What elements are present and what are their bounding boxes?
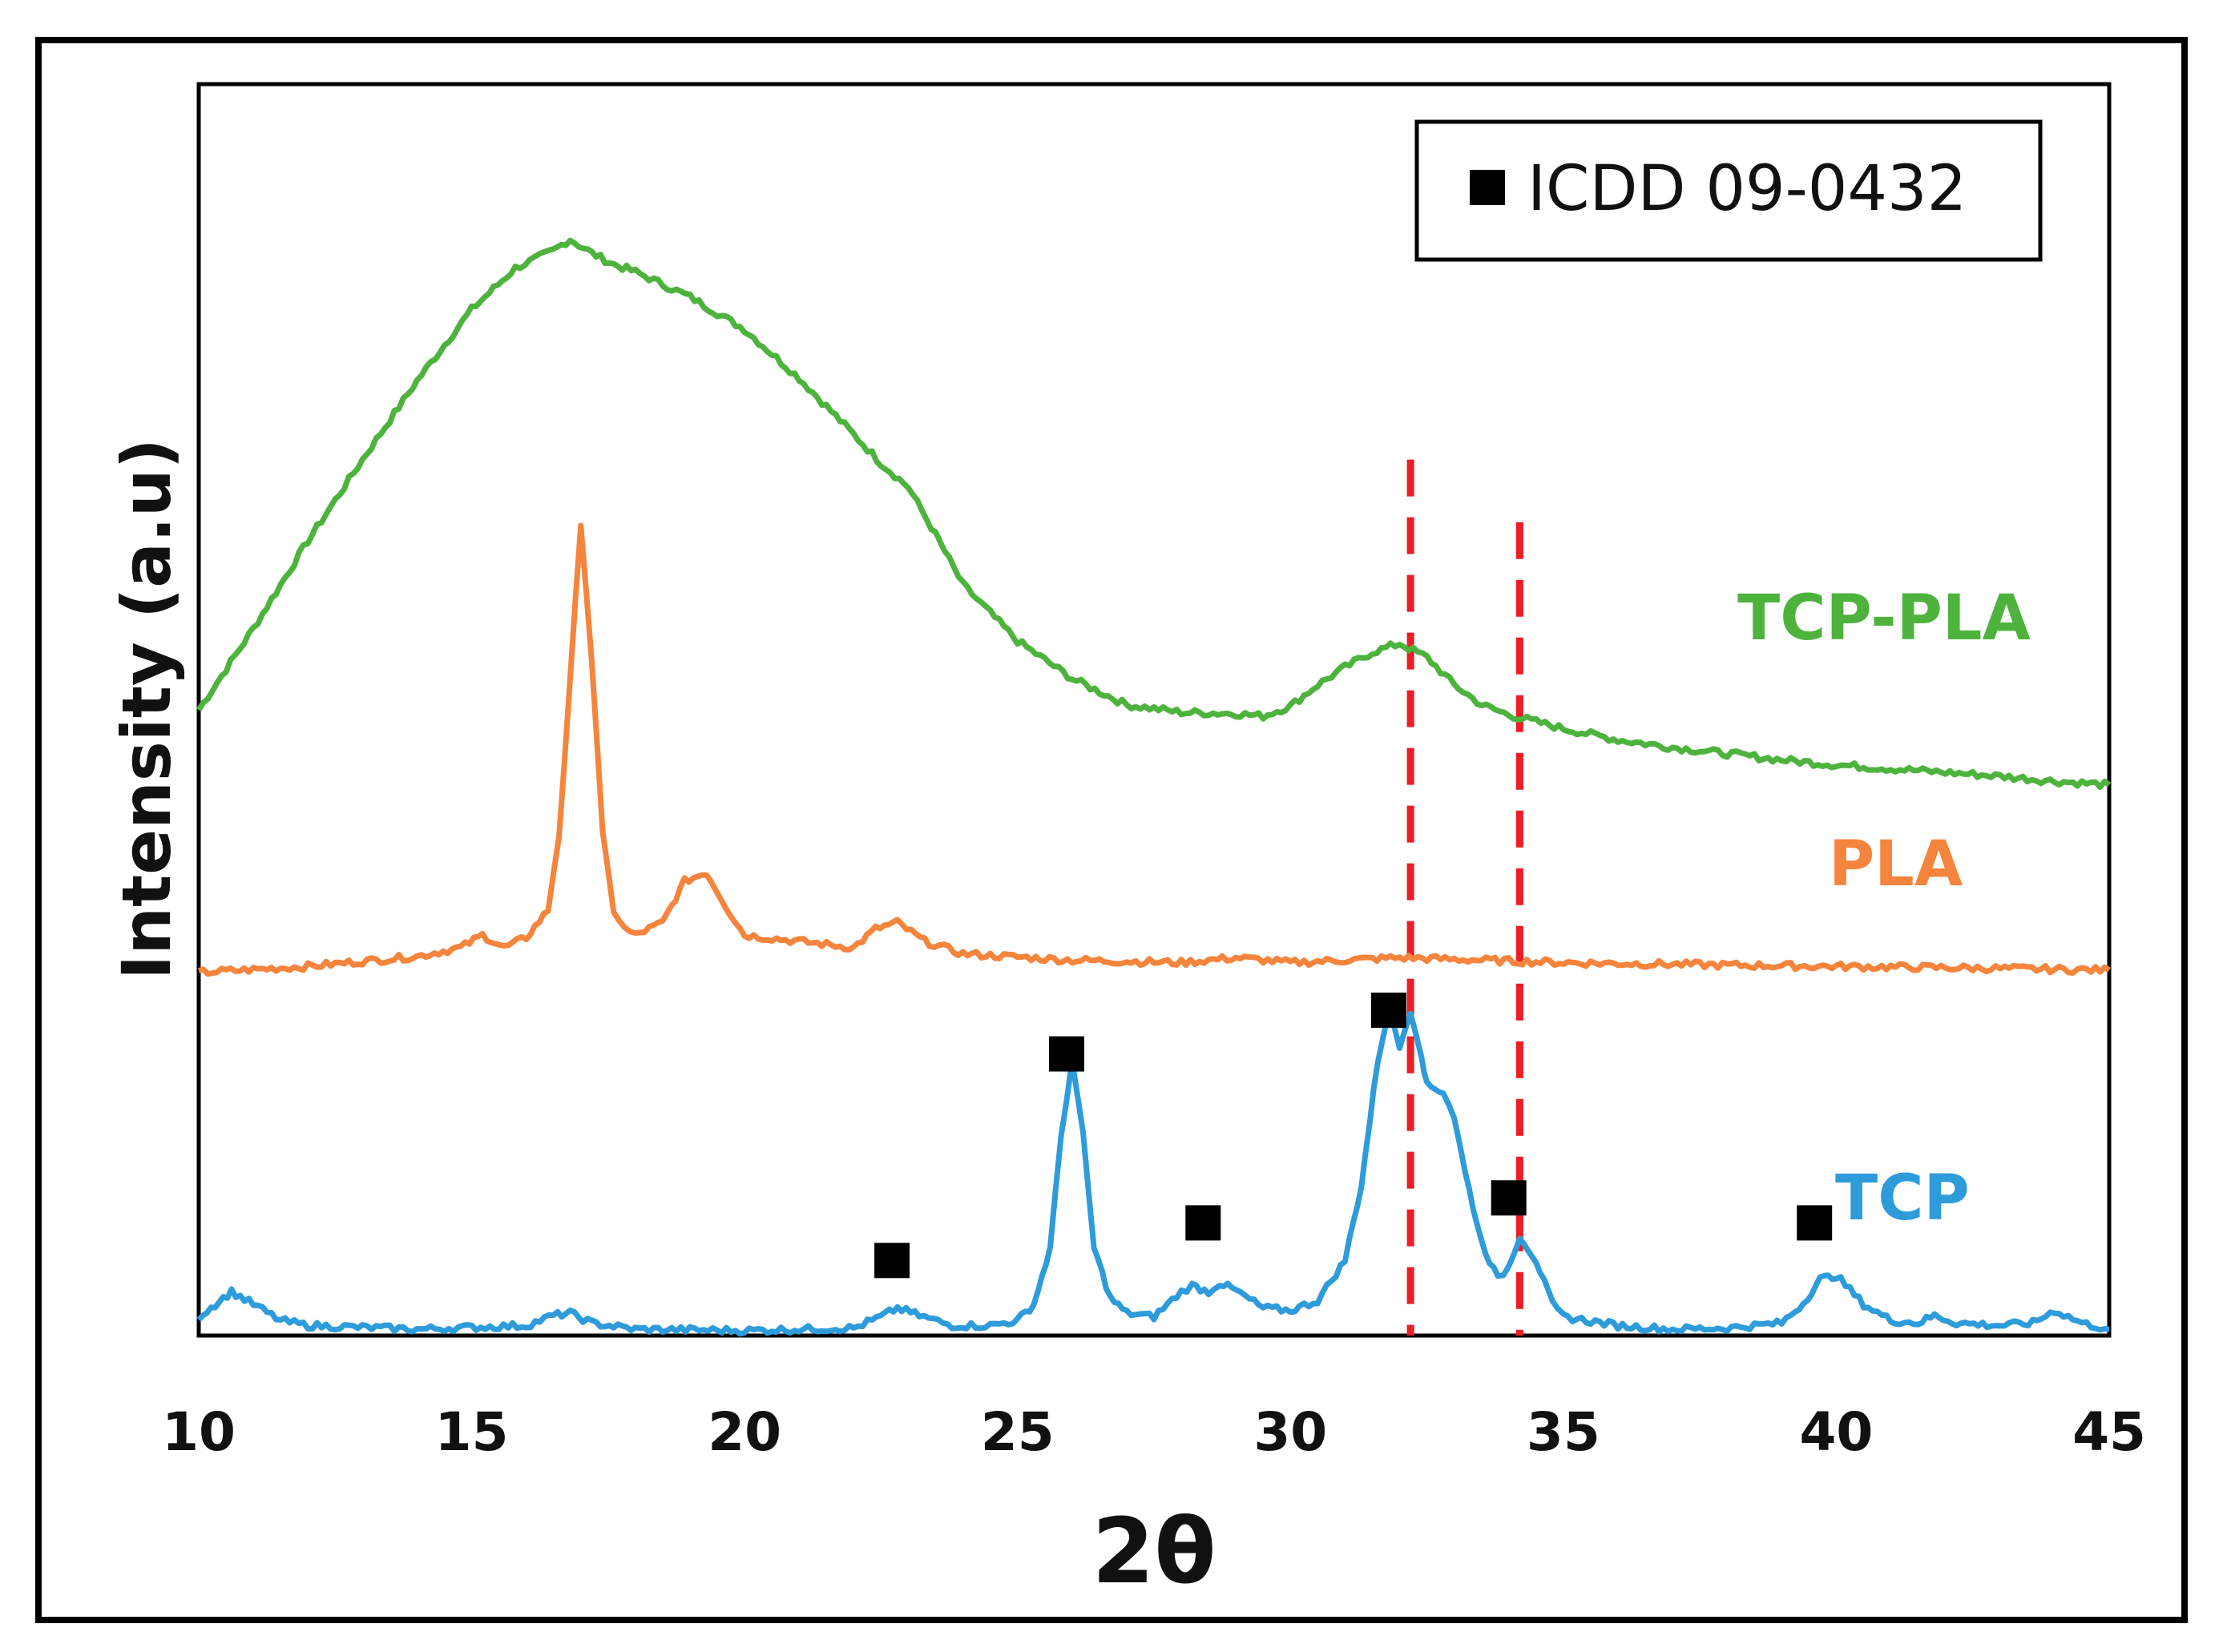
peak-marker-4 [1370, 992, 1406, 1028]
peak-marker-6 [1797, 1205, 1833, 1241]
x-tick-label-35: 35 [1527, 1401, 1600, 1463]
series-label-tcp-pla: TCP-PLA [1737, 582, 2031, 655]
peak-markers [874, 992, 1833, 1279]
x-tick-label-30: 30 [1253, 1401, 1327, 1463]
reference-lines [1406, 459, 1523, 1336]
x-tick-label-25: 25 [981, 1401, 1055, 1463]
x-tick-label-45: 45 [2072, 1401, 2146, 1463]
series-layer [196, 237, 2112, 1337]
figure-frame [35, 37, 2188, 1623]
legend: ICDD 09-0432 [1414, 119, 2043, 262]
x-tick-label-15: 15 [435, 1401, 509, 1463]
peak-marker-1 [874, 1243, 910, 1279]
peak-marker-3 [1185, 1205, 1221, 1241]
y-axis-title: Intensity (a.u) [107, 438, 186, 980]
series-label-tcp: TCP [1835, 1162, 1970, 1235]
peak-marker-2 [1049, 1036, 1084, 1072]
peak-marker-5 [1491, 1180, 1527, 1216]
x-axis-title: 2θ [1092, 1500, 1216, 1604]
legend-square-marker [1470, 170, 1505, 205]
legend-box [1414, 119, 2043, 262]
series-label-pla: PLA [1829, 828, 1963, 901]
x-tick-label-40: 40 [1799, 1401, 1873, 1463]
x-tick-label-20: 20 [708, 1401, 781, 1463]
series-line-tcp [196, 1009, 2110, 1337]
series-line-pla [198, 522, 2111, 977]
legend-label: ICDD 09-0432 [1527, 153, 1967, 225]
x-axis-ticks: 10 15 20 25 30 35 40 45 [162, 1401, 2146, 1463]
x-tick-label-10: 10 [162, 1401, 236, 1463]
series-line-tcp-pla [196, 237, 2112, 790]
